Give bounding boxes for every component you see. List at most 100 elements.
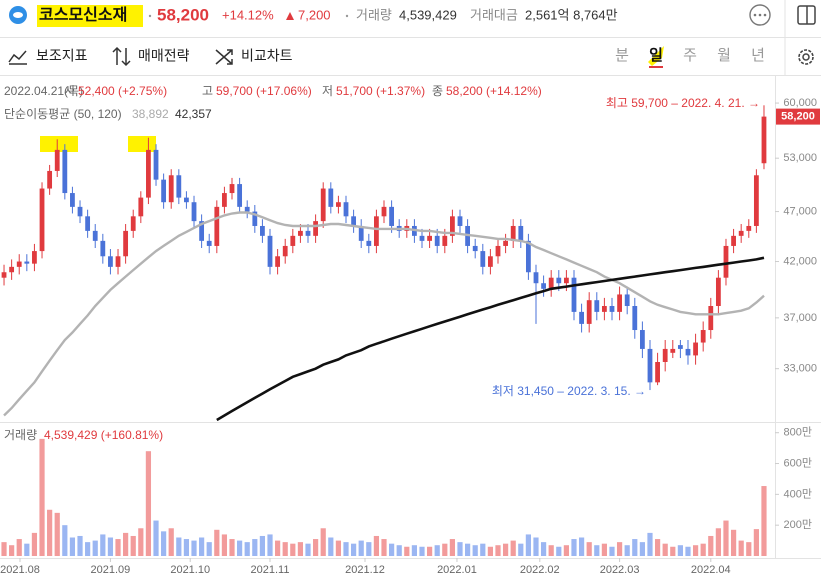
y-tick-label: 60,000 [783,97,817,109]
candle-body [161,179,167,203]
candle-body [609,306,615,312]
ma-value: 42,357 [175,107,212,121]
volume-bar [229,539,235,556]
ohlc-label: 시 [64,84,75,98]
panel-button[interactable] [797,5,816,25]
candle-body [70,193,75,207]
period-tab[interactable]: 년 [751,47,765,64]
max-label: 최고 59,700 – 2022. 4. 21. → [606,96,760,110]
ohlc-value: 59,700 (+17.06%) [216,84,312,98]
candle-body [237,184,243,207]
candle-body [24,261,30,264]
x-tick-label: 2021.11 [251,564,290,576]
amount: 2,561억 8,764만 [525,7,618,22]
volume-title: 거래량 [4,428,37,442]
highlight [648,46,664,66]
settings-button[interactable] [798,49,814,65]
candle-body [503,240,508,246]
volume-bar [495,545,501,556]
candle-body [761,116,767,164]
volume-bar [449,539,455,556]
volume-bar [518,543,524,556]
candle-body [153,149,159,180]
compare-icon[interactable] [215,49,233,65]
candle-body [298,230,303,236]
volume-bar [31,532,38,556]
candle-body [594,300,600,312]
y-tick-label: 200만 [784,518,812,531]
volume-bar [297,542,304,556]
volume-bar [685,546,691,556]
volume-bar [305,543,311,556]
candle-body [358,225,364,241]
date: 2022.04.21(목) [4,84,83,98]
volume-bar [632,539,638,556]
volume-bar [259,535,266,556]
indicator-label: 단순이동평균 (50, 120) [4,107,122,121]
up-arrow [286,12,294,20]
candle-body [146,149,151,198]
volume-bar [563,545,569,556]
toolbar-button[interactable]: 매매전략 [138,48,190,64]
volume-bar [267,534,273,556]
volume-bar [419,546,425,556]
price: 58,200 [157,5,209,24]
candle-body [685,348,691,356]
volume-bar [191,540,197,556]
volume-bar [381,539,387,556]
candle-body [199,221,205,241]
candle-body [389,206,395,226]
separator [345,14,349,18]
volume-bar [290,543,296,556]
highlight [128,136,156,152]
volume-bar [176,537,182,556]
candle-body [541,283,546,289]
volume-bar [153,520,159,556]
volume-bar [358,540,364,556]
volume-bar [670,546,676,556]
y-tick-label: 400만 [784,487,812,500]
volume-bar [313,539,319,556]
candle-body [267,235,273,267]
volume-bar [609,546,615,556]
candle-body [746,225,752,231]
candle-body [419,235,425,241]
period-tab[interactable]: 일 [649,47,663,64]
change: 7,200 [298,7,331,22]
period-tab[interactable]: 월 [717,47,731,64]
candle-body [670,348,676,353]
period-tab[interactable]: 주 [683,47,697,64]
candle-body [130,216,136,231]
candle-body [191,202,197,222]
volume-bar [252,539,258,556]
volume-bar [221,534,228,556]
candle-body [184,197,189,203]
highlight [37,5,143,27]
volume-bar [647,532,653,556]
volume-bar [54,512,60,556]
amount-label: 거래대금 [470,7,518,22]
volume-bar [1,542,7,556]
volume-bar [123,532,129,556]
x-tick-label: 2022.01 [437,564,477,576]
candle-body [449,216,455,236]
volume-label: 거래량 [356,7,392,22]
candle-body [487,256,493,267]
candle-body [480,251,486,267]
volume-bar [69,537,76,556]
y-tick-label: 800만 [784,426,812,439]
more-button[interactable] [749,4,771,26]
candle-body [282,245,288,257]
toolbar-button[interactable]: 보조지표 [36,48,88,64]
y-tick-label: 42,000 [783,255,817,267]
volume-bar [753,529,759,556]
period-tab[interactable]: 분 [615,47,629,64]
candle-body [738,230,744,236]
candle-body [77,206,83,217]
toolbar-button[interactable]: 비교차트 [241,48,293,64]
volume-bar [183,539,190,556]
indicator-icon[interactable] [8,50,27,65]
strategy-icon[interactable] [112,46,131,67]
candle-body [624,294,630,307]
